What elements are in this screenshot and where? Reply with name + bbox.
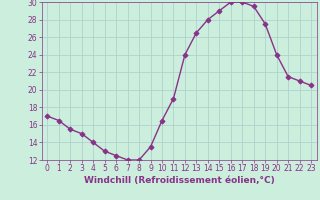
X-axis label: Windchill (Refroidissement éolien,°C): Windchill (Refroidissement éolien,°C) bbox=[84, 176, 275, 185]
